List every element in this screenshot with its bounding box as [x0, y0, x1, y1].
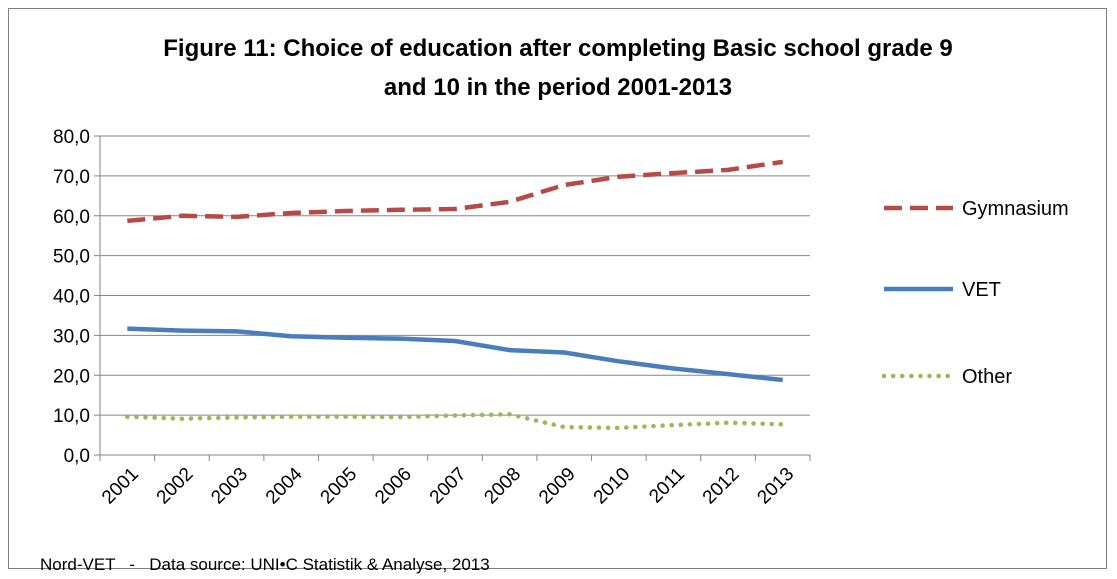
series-line-other [125, 412, 785, 431]
x-tick-label: 2012 [699, 464, 744, 509]
y-tick-label: 80,0 [53, 127, 90, 148]
y-tick-label: 20,0 [53, 366, 90, 387]
y-tick-label: 40,0 [53, 287, 90, 308]
x-tick-label: 2005 [317, 464, 362, 509]
chart-title-line-2: and 10 in the period 2001-2013 [384, 74, 732, 101]
x-tick-label: 2002 [153, 464, 198, 509]
x-tick-label: 2010 [590, 464, 635, 509]
y-tick-label: 30,0 [53, 326, 90, 347]
y-tick-label: 10,0 [53, 406, 90, 427]
chart-title-line-1: Figure 11: Choice of education after com… [163, 35, 953, 62]
legend-label-other: Other [962, 366, 1012, 388]
legend-label-vet: VET [962, 279, 1001, 301]
y-tick-label: 60,0 [53, 207, 90, 228]
x-tick-label: 2003 [207, 464, 252, 509]
series-line-vet [127, 326, 783, 383]
x-tick-label: 2001 [98, 464, 143, 509]
legend: Gymnasium VET Other [881, 198, 1069, 388]
x-tick-label: 2009 [535, 464, 580, 509]
x-tick-label: 2008 [480, 464, 525, 509]
footer-source-note: Nord-VET - Data source: UNI•C Statistik … [40, 555, 490, 574]
x-tick-label: 2004 [262, 463, 307, 508]
y-tick-label: 50,0 [53, 247, 90, 268]
x-tick-label: 2013 [753, 464, 798, 509]
x-tick-label: 2011 [645, 464, 689, 508]
series-line-gymnasium [127, 159, 784, 224]
x-tick-label: 2006 [371, 464, 416, 509]
legend-label-gymnasium: Gymnasium [962, 198, 1069, 220]
y-tick-label: 70,0 [53, 167, 90, 188]
y-tick-label: 0,0 [64, 446, 90, 467]
x-tick-label: 2007 [426, 464, 471, 509]
